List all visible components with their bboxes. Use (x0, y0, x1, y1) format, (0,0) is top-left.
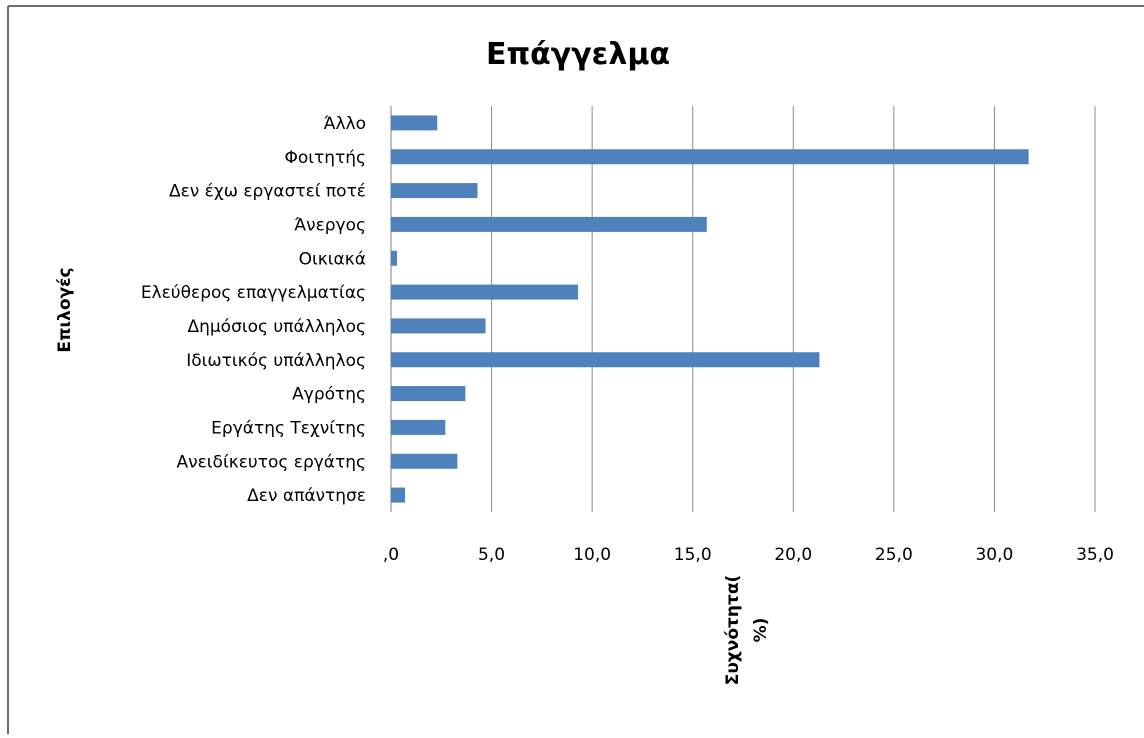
category-label: Αγρότης (292, 385, 366, 405)
chart-title: Επάγγελμα (486, 37, 670, 72)
bar (391, 149, 1029, 165)
category-label: Ιδιωτικός υπάλληλος (186, 351, 366, 371)
category-label: Δεν έχω εργαστεί ποτέ (169, 182, 366, 202)
bar (391, 216, 707, 232)
bar (391, 419, 446, 435)
category-label: Εργάτης Τεχνίτης (211, 418, 366, 438)
bar (391, 183, 478, 199)
x-axis-title-line-2: %) (751, 618, 771, 643)
x-tick-label: 35,0 (1076, 545, 1114, 565)
x-tick-label: 15,0 (674, 545, 712, 565)
x-tick-label: 25,0 (875, 545, 913, 565)
category-label: Οικιακά (299, 249, 366, 269)
bar (391, 284, 579, 300)
tick-label-layer: ,0 5,0 10,0 15,0 20,0 25,0 30,0 35,0 (383, 545, 1114, 565)
bar (391, 318, 486, 334)
bar (391, 352, 820, 368)
category-label: Ανειδίκευτος εργάτης (176, 452, 366, 472)
x-tick-label: 30,0 (975, 545, 1013, 565)
category-label: Δεν απάντησε (247, 486, 366, 506)
y-axis-title: Επιλογές (55, 267, 75, 352)
bar (391, 487, 406, 503)
category-label: Άνεργος (294, 215, 366, 235)
bar (391, 115, 438, 131)
category-label: Φοιτητής (284, 148, 366, 168)
x-axis-title-line-1: Συχνότητα( (723, 575, 743, 686)
x-tick-label: 20,0 (774, 545, 812, 565)
category-label: Ελεύθερος επαγγελματίας (141, 283, 366, 303)
x-tick-label: 5,0 (478, 545, 505, 565)
x-axis-title: Συχνότητα( %) (723, 575, 771, 686)
category-label: Δημόσιος υπάλληλος (187, 317, 366, 337)
bar (391, 453, 458, 469)
bar-layer (391, 115, 1029, 503)
category-label-layer: Άλλο Φοιτητής Δεν έχω εργαστεί ποτέ Άνεργος… (141, 114, 366, 506)
grid-layer (390, 106, 1096, 512)
x-tick-label: 10,0 (573, 545, 611, 565)
category-label: Άλλο (324, 114, 366, 134)
bar (391, 386, 466, 402)
x-tick-label: ,0 (383, 545, 399, 565)
bar (391, 250, 398, 266)
